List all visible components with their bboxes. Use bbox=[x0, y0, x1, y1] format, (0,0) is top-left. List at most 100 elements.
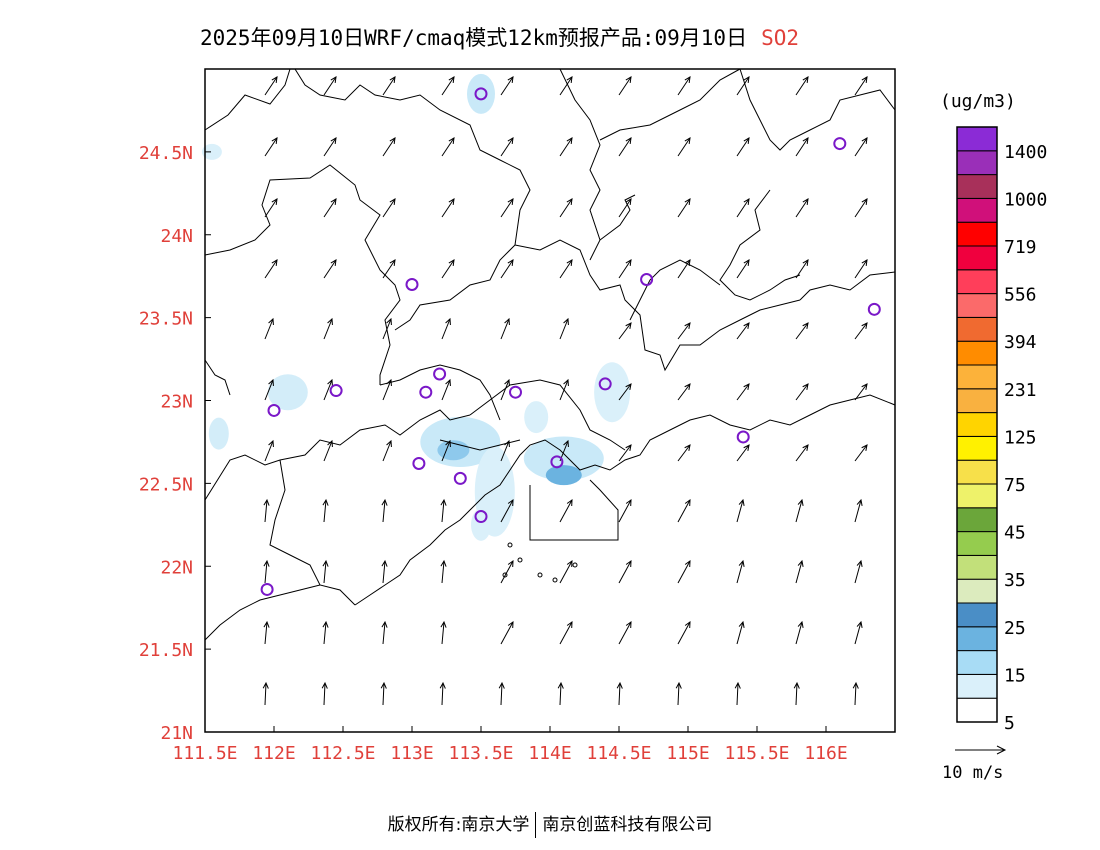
wind-arrowhead bbox=[625, 383, 632, 390]
wind-arrow bbox=[264, 198, 278, 218]
wind-arrowhead bbox=[263, 620, 270, 628]
wind-arrow bbox=[854, 259, 868, 279]
wind-arrowhead bbox=[507, 498, 514, 507]
wind-arrow bbox=[618, 76, 632, 96]
colorbar-label: 35 bbox=[1004, 570, 1026, 591]
wind-arrow bbox=[854, 322, 868, 340]
wind-arrowhead bbox=[330, 76, 337, 84]
wind-arrow bbox=[441, 379, 451, 401]
wind-arrow bbox=[264, 560, 268, 584]
island bbox=[507, 542, 513, 548]
wind-arrow bbox=[500, 259, 514, 279]
site-marker bbox=[433, 367, 447, 381]
wind-arrow bbox=[559, 76, 573, 96]
wind-arrowhead bbox=[684, 198, 691, 206]
wind-arrow bbox=[854, 682, 857, 706]
wind-arrowhead bbox=[440, 559, 447, 567]
colorbar-bin bbox=[956, 340, 998, 366]
colorbar-bin bbox=[956, 126, 998, 152]
colorbar-bin bbox=[956, 626, 998, 652]
wind-arrow bbox=[795, 560, 803, 584]
wind-arrow bbox=[795, 259, 809, 279]
wind-arrow bbox=[736, 76, 750, 96]
wind-arrow bbox=[854, 621, 862, 645]
wind-arrow bbox=[559, 379, 569, 401]
wind-arrowhead bbox=[389, 198, 396, 206]
wind-arrow bbox=[618, 383, 632, 401]
wind-arrow bbox=[323, 621, 327, 645]
province-boundaries bbox=[204, 68, 896, 641]
wind-arrow bbox=[264, 259, 278, 279]
wind-arrowhead bbox=[743, 383, 750, 390]
wind-arrowhead bbox=[625, 137, 632, 145]
lon-label: 115.5E bbox=[724, 743, 789, 764]
wind-arrow bbox=[441, 137, 455, 157]
copyright: 版权所有:南京大学 南京创蓝科技有限公司 bbox=[0, 810, 1100, 838]
colorbar-label: 75 bbox=[1004, 475, 1026, 496]
wind-arrowhead bbox=[440, 620, 447, 628]
wind-arrowhead bbox=[504, 317, 510, 326]
lat-label: 23N bbox=[160, 392, 193, 413]
colorbar-bin bbox=[956, 531, 998, 556]
wind-arrowhead bbox=[684, 620, 691, 629]
wind-arrowhead bbox=[684, 498, 691, 507]
wind-arrowhead bbox=[389, 137, 396, 145]
wind-arrowhead bbox=[684, 383, 691, 390]
boundary-line bbox=[629, 259, 721, 321]
boundary-line bbox=[514, 239, 801, 372]
wind-arrowhead bbox=[389, 259, 396, 267]
colorbar: (ug/m3) 1400 1000 719 556 394 231 125 75 45 35 25 15… bbox=[940, 91, 1047, 734]
wind-arrowhead bbox=[797, 620, 804, 628]
wind-arrowhead bbox=[563, 317, 569, 326]
wind-arrowhead bbox=[268, 378, 274, 387]
wind-arrow bbox=[618, 137, 632, 157]
wind-arrowhead bbox=[380, 681, 387, 689]
wind-arrowhead bbox=[743, 444, 750, 451]
wind-arrowhead bbox=[738, 498, 745, 506]
wind-arrow bbox=[677, 259, 691, 279]
colorbar-label: 45 bbox=[1004, 523, 1026, 544]
wind-arrowhead bbox=[445, 378, 451, 387]
wind-arrow bbox=[795, 322, 809, 340]
wind-arrow bbox=[677, 137, 691, 157]
site-marker bbox=[474, 510, 488, 524]
wind-arrow bbox=[264, 440, 274, 462]
wind-arrowhead bbox=[802, 383, 809, 390]
colorbar-label: 231 bbox=[1004, 380, 1037, 401]
lon-label: 113E bbox=[390, 743, 433, 764]
colorbar-label: 1000 bbox=[1004, 189, 1047, 210]
wind-arrow bbox=[441, 682, 444, 706]
site-marker bbox=[419, 385, 433, 399]
colorbar-bin bbox=[956, 197, 998, 223]
colorbar-bin bbox=[956, 150, 998, 176]
wind-arrowhead bbox=[381, 559, 388, 567]
wind-arrow bbox=[441, 318, 451, 340]
wind-arrow bbox=[795, 137, 809, 157]
wind-arrow bbox=[736, 444, 750, 462]
wind-arrow bbox=[559, 318, 569, 340]
lon-label: 114.5E bbox=[586, 743, 651, 764]
plume bbox=[523, 436, 604, 481]
wind-arrowhead bbox=[566, 620, 573, 629]
wind-arrow bbox=[854, 499, 862, 523]
wind-vectors bbox=[262, 76, 868, 706]
wind-arrow bbox=[736, 198, 750, 218]
wind-arrow bbox=[382, 621, 386, 645]
wind-arrow bbox=[677, 198, 691, 218]
wind-arrow bbox=[441, 621, 445, 645]
site-marker bbox=[867, 302, 881, 316]
wind-arrow bbox=[618, 444, 632, 462]
wind-arrowhead bbox=[856, 620, 863, 628]
monitoring-sites bbox=[260, 87, 881, 596]
wind-arrow bbox=[736, 621, 744, 645]
colorbar-bin bbox=[956, 316, 998, 342]
colorbar-label: 719 bbox=[1004, 237, 1037, 258]
boundary-line bbox=[739, 68, 896, 151]
wind-arrow bbox=[559, 560, 573, 584]
wind-arrowhead bbox=[507, 559, 514, 568]
wind-arrowhead bbox=[625, 498, 632, 507]
wind-arrowhead bbox=[856, 559, 863, 567]
wind-arrow bbox=[500, 318, 510, 340]
wind-arrowhead bbox=[625, 444, 632, 451]
